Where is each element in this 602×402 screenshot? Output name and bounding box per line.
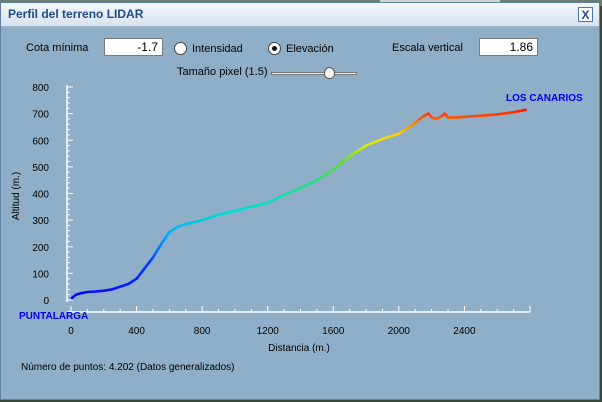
radio-selected-dot bbox=[272, 46, 277, 51]
cota-minima-input[interactable] bbox=[104, 38, 163, 56]
escala-vertical-label: Escala vertical bbox=[392, 42, 463, 54]
elevacion-label: Elevación bbox=[286, 43, 334, 55]
intensidad-radio[interactable] bbox=[174, 42, 187, 55]
x-tick-label: 0 bbox=[68, 326, 74, 337]
y-tick-label: 400 bbox=[32, 190, 49, 201]
y-tick-label: 800 bbox=[32, 83, 49, 94]
cota-minima-label: Cota mínima bbox=[26, 42, 89, 54]
start-location-label: PUNTALARGA bbox=[19, 311, 88, 322]
y-tick-label: 0 bbox=[43, 296, 49, 307]
y-tick-label: 200 bbox=[32, 243, 49, 254]
dialog-title: Perfil del terreno LIDAR bbox=[8, 7, 144, 21]
elevation-profile-line bbox=[70, 108, 527, 300]
elevation-profile-chart: 0 100 200 300 400 500 600 700 800 0 400 800 1200 1600… bbox=[11, 83, 583, 354]
x-tick-label: 2000 bbox=[388, 326, 411, 337]
x-axis-title: Distancia (m.) bbox=[268, 343, 330, 354]
y-tick-label: 300 bbox=[32, 216, 49, 227]
point-count-text: Número de puntos: 4.202 (Datos generaliz… bbox=[21, 362, 235, 373]
y-tick-label: 700 bbox=[32, 110, 49, 121]
escala-vertical-input[interactable] bbox=[479, 38, 538, 56]
intensidad-label: Intensidad bbox=[192, 43, 243, 55]
y-axis-title: Altitud (m.) bbox=[11, 172, 22, 220]
title-bar[interactable]: Perfil del terreno LIDAR X bbox=[1, 3, 599, 27]
tamano-pixel-label: Tamaño pixel (1.5) bbox=[177, 66, 268, 78]
y-tick-label: 100 bbox=[32, 269, 49, 280]
close-button[interactable]: X bbox=[578, 7, 593, 22]
y-tick-label: 500 bbox=[32, 163, 49, 174]
tamano-pixel-slider-thumb[interactable] bbox=[324, 67, 335, 79]
x-tick-label: 800 bbox=[194, 326, 211, 337]
end-location-label: LOS CANARIOS bbox=[506, 93, 583, 104]
elevacion-radio[interactable] bbox=[268, 42, 281, 55]
x-tick-label: 2400 bbox=[453, 326, 476, 337]
tamano-pixel-slider-track[interactable] bbox=[271, 72, 357, 75]
x-tick-label: 1600 bbox=[322, 326, 345, 337]
y-tick-label: 600 bbox=[32, 136, 49, 147]
x-tick-label: 1200 bbox=[257, 326, 280, 337]
x-tick-label: 400 bbox=[128, 326, 145, 337]
